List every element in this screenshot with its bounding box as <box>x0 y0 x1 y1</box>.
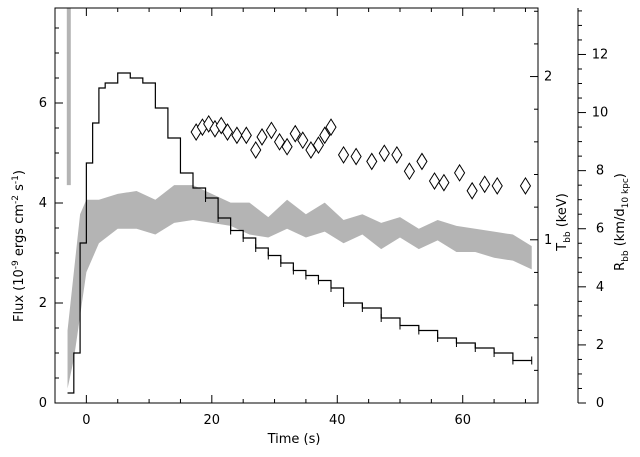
temperature-point <box>250 141 262 159</box>
temperature-point <box>378 144 390 163</box>
temperature-point <box>256 128 268 146</box>
x-tick-label: 60 <box>454 413 471 428</box>
temperature-point <box>297 131 309 150</box>
temperature-point <box>416 152 428 171</box>
temperature-point <box>231 126 243 145</box>
flux-tick-label: 0 <box>39 396 47 411</box>
temperature-point <box>319 126 331 145</box>
temperature-point <box>366 152 378 171</box>
x-tick-label: 20 <box>204 413 221 428</box>
flux-tick-label: 6 <box>39 96 47 111</box>
temperature-point <box>466 181 478 200</box>
left-axis-ticks: 0 2 4 6 <box>39 27 63 411</box>
radius-tick-label: 2 <box>596 338 604 353</box>
radius-band-layer <box>66 8 532 389</box>
radius-tick-label: 10 <box>592 106 609 121</box>
temperature-point <box>240 126 252 145</box>
radius-axis-label: Rbb (km/d10 kpc) <box>613 173 631 271</box>
temperature-point <box>325 118 337 137</box>
temperature-point <box>454 163 466 182</box>
radius-tick-label: 8 <box>596 164 604 179</box>
radius-tick-label: 4 <box>596 280 604 295</box>
temperature-point <box>391 145 403 164</box>
temperature-tick-label: 2 <box>544 70 552 85</box>
flux-layer <box>67 72 533 394</box>
radius-band <box>67 185 532 389</box>
temperature-point <box>403 162 415 181</box>
x-tick-label: 0 <box>82 413 90 428</box>
x-axis-label: Time (s) <box>267 432 321 447</box>
temperature-point <box>519 176 532 195</box>
temperature-point <box>337 145 350 164</box>
radius-tick-label: 6 <box>596 222 604 237</box>
temperature-layer <box>190 114 532 200</box>
plot-area <box>66 8 533 394</box>
temperature-point <box>221 123 234 141</box>
temperature-point <box>281 137 293 156</box>
temperature-point <box>289 124 301 143</box>
temperature-point <box>428 172 441 190</box>
radius-axis-ticks: 0 2 4 6 8 10 12 <box>578 10 609 411</box>
x-tick-label: 40 <box>329 413 346 428</box>
left-axis-label: Flux (10-9 ergs cm-2 s-1) <box>11 170 27 322</box>
flux-tick-label: 2 <box>39 296 47 311</box>
temperature-point <box>265 121 277 140</box>
flux-tick-label: 4 <box>39 196 47 211</box>
radius-tick-label: 0 <box>596 396 604 411</box>
temperature-axis-ticks: 12 <box>530 10 552 404</box>
temperature-point <box>312 136 325 155</box>
radius-tick-label: 12 <box>592 47 609 62</box>
temperature-point <box>479 175 491 194</box>
temperature-tick-label: 1 <box>544 233 552 248</box>
temperature-point <box>491 176 503 195</box>
temperature-axis-label: Tbb (keV) <box>555 193 573 252</box>
temperature-point <box>350 147 362 166</box>
x-axis-ticks: 0 20 40 60 <box>54 8 526 428</box>
temperature-point <box>438 173 450 192</box>
plot-frame <box>54 7 539 404</box>
